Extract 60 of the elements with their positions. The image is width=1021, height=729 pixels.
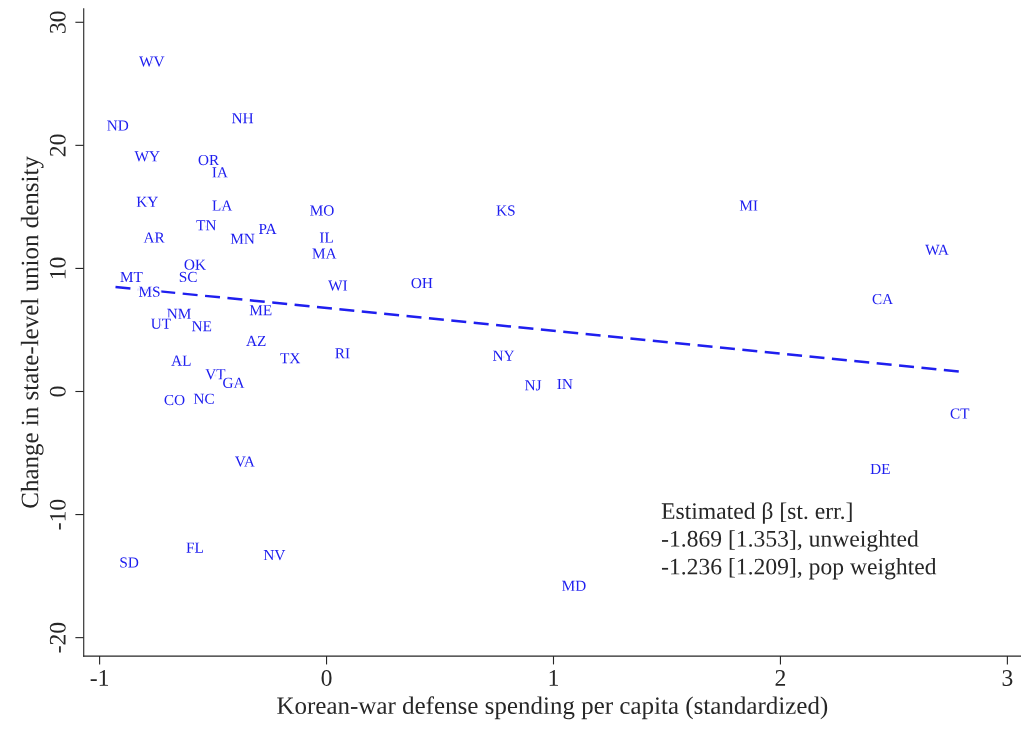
data-label: SC	[179, 271, 197, 283]
data-label: MO	[310, 205, 334, 216]
annotation: -1.236 [1.209], pop weighted	[661, 557, 937, 580]
data-label: FL	[186, 542, 203, 553]
y-tick-label: 30	[49, 11, 66, 33]
data-label: NV	[263, 550, 286, 561]
x-tick-label: 3	[1002, 670, 1013, 686]
x-tick-label: -1	[90, 670, 109, 686]
data-label: VA	[234, 456, 255, 467]
data-label: IN	[557, 379, 573, 390]
data-label: MI	[739, 200, 758, 211]
data-label: KS	[496, 205, 515, 216]
y-tick-label: 20	[49, 134, 66, 157]
data-label: AZ	[246, 335, 266, 346]
data-label: WA	[925, 244, 949, 256]
data-label: OR	[198, 154, 220, 166]
data-label: MD	[562, 580, 586, 591]
data-label: DE	[870, 463, 890, 474]
data-label: NM	[167, 308, 191, 319]
y-tick-label: -20	[49, 622, 66, 653]
data-label: OK	[184, 259, 206, 270]
data-label: IL	[319, 232, 333, 243]
data-label: NH	[231, 113, 254, 124]
data-label: MN	[230, 233, 255, 244]
data-label: AR	[143, 232, 165, 243]
x-tick-label: 0	[321, 669, 332, 686]
data-label: PA	[258, 223, 277, 234]
data-label: CT	[950, 408, 970, 419]
data-label: CO	[164, 394, 185, 406]
data-label: NC	[193, 393, 214, 404]
data-label: ND	[107, 120, 129, 131]
annotation: -1.869 [1.353], unweighted	[661, 530, 919, 552]
data-label: WY	[134, 151, 160, 162]
data-label: AL	[171, 355, 191, 366]
data-label: OH	[411, 277, 433, 289]
data-label: SD	[120, 557, 139, 568]
data-label: MT	[120, 271, 143, 282]
data-label: RI	[335, 348, 350, 359]
data-label: TX	[280, 353, 301, 364]
y-tick-label: 10	[49, 257, 66, 279]
data-label: WV	[139, 56, 165, 67]
data-label: NE	[191, 321, 212, 332]
x-axis-title: Korean-war defense spending per capita (standardized)	[277, 696, 828, 720]
data-label: ME	[249, 305, 272, 316]
data-label: NY	[492, 350, 515, 361]
x-tick-label: 1	[549, 670, 558, 686]
data-label: IA	[212, 167, 228, 178]
data-label: LA	[212, 200, 233, 211]
data-label: TN	[196, 220, 217, 231]
y-tick-label: -10	[49, 499, 66, 530]
x-tick-label: 2	[775, 670, 786, 686]
data-label: NJ	[525, 380, 542, 391]
data-label: WI	[328, 280, 348, 291]
y-axis-title: Change in state-level union density	[20, 156, 44, 508]
data-label: KY	[136, 196, 158, 207]
data-label: CA	[872, 293, 894, 305]
y-tick-label: 0	[49, 386, 66, 397]
data-label: UT	[151, 318, 171, 329]
data-label: MA	[312, 248, 337, 259]
annotation: Estimated β [st. err.]	[661, 502, 852, 524]
